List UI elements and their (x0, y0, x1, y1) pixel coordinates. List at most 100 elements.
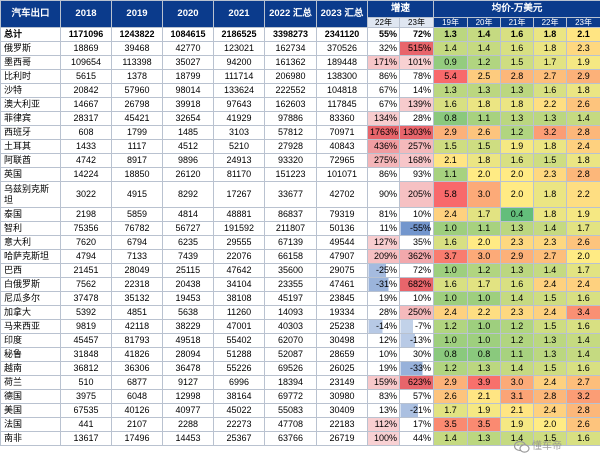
growth-cell: 159% (367, 375, 400, 390)
avg-price-cell: 1.2 (433, 361, 469, 376)
country-name: 白俄罗斯 (0, 277, 61, 292)
export-value-cell: 18394 (264, 375, 317, 390)
country-name-text: 英国 (4, 169, 23, 179)
avg-price-cell: 2.0 (500, 167, 535, 182)
avg-price-cell: 1.1 (433, 167, 469, 182)
country-name-text: 智利 (4, 223, 23, 233)
growth-cell: 10% (367, 347, 400, 362)
growth-cell: 28% (367, 305, 400, 320)
country-name: 南非 (0, 431, 61, 446)
avg-price-cell: 1.3 (500, 83, 535, 98)
export-value-cell: 47642 (213, 263, 265, 278)
avg-price-cell: 1.6 (500, 41, 535, 56)
avg-price-cell: 1.8 (533, 41, 568, 56)
export-value-cell: 20438 (162, 277, 214, 292)
country-name: 法国 (0, 417, 61, 432)
country-name: 秘鲁 (0, 347, 61, 362)
country-row: 美国 67535 40126 40977 45022 55083 30409 13% -21% 1… (0, 403, 600, 418)
export-value-cell: 206980 (264, 69, 317, 84)
export-value-cell: 39468 (111, 41, 163, 56)
export-value-cell: 22183 (316, 417, 368, 432)
export-value-cell: 48881 (213, 207, 265, 222)
avg-price-cell: 2.1 (500, 403, 535, 418)
avg-price-cell: 2.6 (566, 235, 600, 250)
avg-price-cell: 1.4 (500, 291, 535, 306)
country-row: 泰国 2198 5859 4814 48881 86837 79319 81% 10% 2.4 1.… (0, 207, 600, 222)
avg-price-cell: 1.7 (467, 207, 502, 222)
growth-cell: 14% (398, 83, 435, 98)
price-subheader: 21年 (500, 17, 535, 28)
country-name-text: 越南 (4, 363, 23, 373)
export-value-cell: 26120 (162, 167, 214, 182)
avg-price-cell: 2.8 (566, 403, 600, 418)
growth-cell: 250% (398, 305, 435, 320)
country-row: 越南 36812 36306 36478 55226 69526 26025 19% -33% 1… (0, 361, 600, 376)
avg-price-cell: 2.6 (566, 97, 600, 112)
avg-price-cell: 1.8 (533, 139, 568, 154)
avg-price-cell: 2.0 (566, 249, 600, 264)
growth-cell: 81% (367, 207, 400, 222)
watermark-text: 懂车帝 (532, 441, 562, 452)
avg-price-cell: 1.2 (500, 125, 535, 140)
country-row: 尼瓜多尔 37478 35132 19453 38108 45197 23845 19% 10%… (0, 291, 600, 306)
country-name: 总计 (0, 27, 61, 42)
growth-cell: 10% (398, 207, 435, 222)
avg-price-cell: 2.0 (533, 417, 568, 432)
avg-price-cell: 1.4 (566, 111, 600, 126)
avg-price-cell: 1.6 (500, 153, 535, 168)
export-value-cell: 30498 (316, 333, 368, 348)
export-value-cell: 32654 (162, 111, 214, 126)
growth-cell: 17% (398, 417, 435, 432)
avg-price-cell: 1.8 (566, 83, 600, 98)
export-value-cell: 1171096 (60, 27, 112, 42)
country-name-text: 阿联酋 (4, 155, 32, 165)
growth-cell: 86% (367, 167, 400, 182)
avg-price-cell: 2.1 (467, 389, 502, 404)
col-header-2022-total: 2022 汇总 (264, 0, 317, 28)
export-value-cell: 6877 (111, 375, 163, 390)
export-value-cell: 3398273 (264, 27, 317, 42)
avg-price-cell: 2.9 (566, 69, 600, 84)
export-value-cell: 14453 (162, 431, 214, 446)
avg-price-cell: 0.9 (433, 55, 469, 70)
growth-cell: 86% (367, 69, 400, 84)
country-name-text: 俄罗斯 (4, 43, 32, 53)
export-value-cell: 81793 (111, 333, 163, 348)
avg-price-cell: 1.9 (566, 207, 600, 222)
export-value-cell: 36812 (60, 361, 112, 376)
country-name-text: 尼瓜多尔 (4, 293, 41, 303)
export-value-cell: 30409 (316, 403, 368, 418)
export-value-cell: 50136 (316, 221, 368, 236)
growth-cell: 171% (367, 55, 400, 70)
country-name-text: 澳大利亚 (4, 99, 41, 109)
export-value-cell: 34104 (213, 277, 265, 292)
total-row: 总计 1171096 1243822 1084615 2186525 3398273 234… (0, 27, 600, 42)
col-header-2023-total: 2023 汇总 (316, 0, 368, 28)
export-value-cell: 41929 (213, 111, 265, 126)
export-value-cell: 36478 (162, 361, 214, 376)
export-value-cell: 6235 (162, 235, 214, 250)
country-row: 比利时 5615 1378 18799 111714 206980 138300 86% 78%… (0, 69, 600, 84)
growth-cell: 682% (398, 277, 435, 292)
growth-cell: 72% (398, 27, 435, 42)
export-value-cell: 3975 (60, 389, 112, 404)
export-value-cell: 9127 (162, 375, 214, 390)
export-value-cell: 2107 (111, 417, 163, 432)
avg-price-cell: 1.5 (533, 291, 568, 306)
country-name: 尼瓜多尔 (0, 291, 61, 306)
country-name: 印度 (0, 333, 61, 348)
avg-price-cell: 3.2 (566, 389, 600, 404)
avg-price-cell: 2.4 (533, 375, 568, 390)
avg-price-cell: 1.3 (433, 83, 469, 98)
growth-cell: 205% (398, 181, 435, 208)
export-value-cell: 8292 (162, 181, 214, 208)
export-value-cell: 1378 (111, 69, 163, 84)
avg-price-cell: 1.8 (533, 207, 568, 222)
growth-cell: 1763% (367, 125, 400, 140)
country-row: 俄罗斯 18869 39468 42770 123021 162734 370526 32% 5… (0, 41, 600, 56)
avg-price-cell: 2.6 (467, 125, 502, 140)
country-name: 墨西哥 (0, 55, 61, 70)
avg-price-cell: 1.3 (467, 361, 502, 376)
country-row: 智利 75356 76782 56727 191592 211807 50136 11% -55… (0, 221, 600, 236)
